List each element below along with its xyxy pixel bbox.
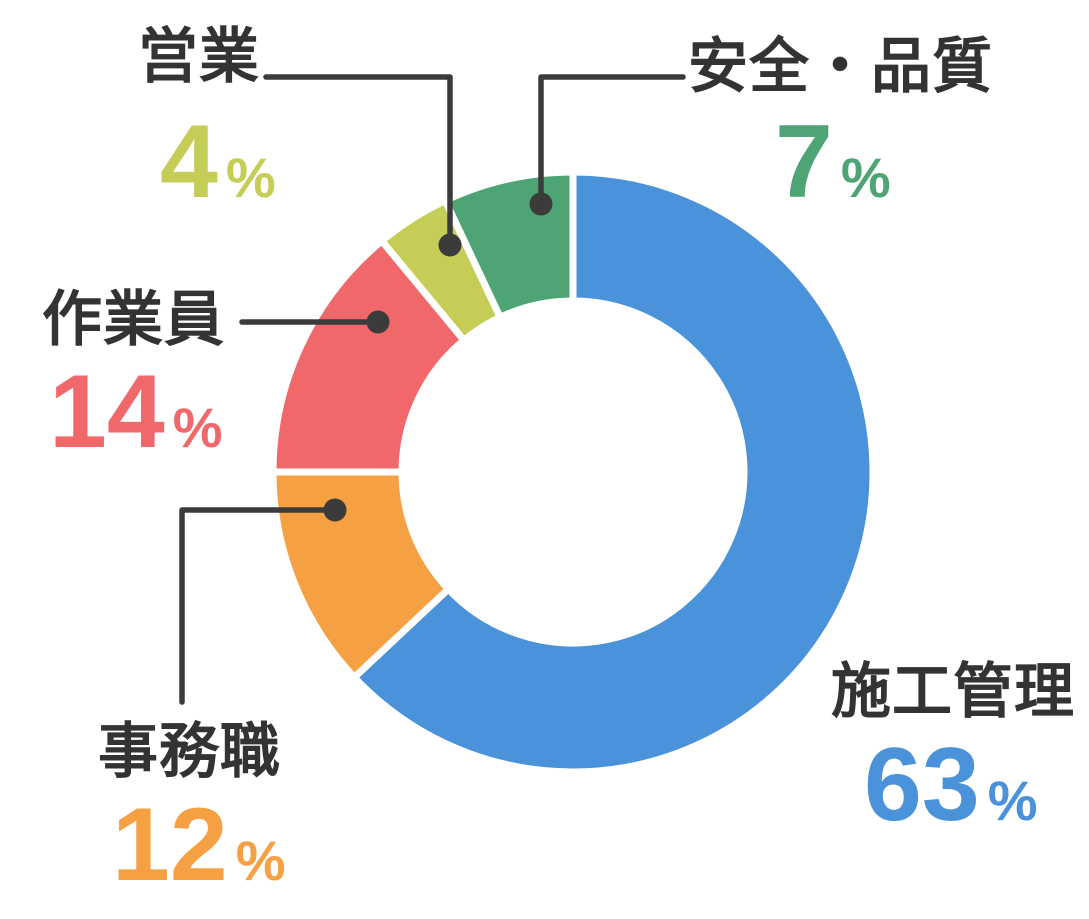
value-safety-quality-number: 7 [775,104,833,220]
leader-line-clerical [179,507,338,705]
value-construction-management-percent-sign: % [987,769,1038,832]
value-sales-percent-sign: % [225,146,276,209]
leader-dot-clerical [323,498,347,522]
value-clerical: 12 % [112,793,285,897]
label-clerical: 事務職 [98,718,281,785]
value-sales-number: 4 [160,104,218,220]
value-safety-quality: 7 % [775,110,891,214]
value-sales: 4 % [160,110,276,214]
value-clerical-percent-sign: % [235,829,286,892]
label-sales: 営業 [138,23,260,90]
leader-dot-sales [438,233,462,257]
callout-clerical [179,498,347,705]
value-construction-management-number: 63 [864,727,980,843]
label-safety-quality: 安全・品質 [688,33,993,100]
callout-worker [239,310,390,334]
donut-slice-worker [269,235,469,476]
label-worker: 作業員 [42,286,225,353]
donut-slices [269,168,877,776]
donut-slice-construction-management [349,168,877,776]
value-safety-quality-percent-sign: % [840,146,891,209]
callout-safety-quality [529,74,686,216]
leader-line-safety-quality [538,74,686,207]
value-worker-percent-sign: % [172,396,223,459]
leader-dot-worker [366,310,390,334]
leader-dot-safety-quality [529,192,553,216]
value-worker-number: 14 [49,354,165,470]
label-construction-management: 施工管理 [831,658,1075,725]
leader-line-sales [263,74,453,248]
value-worker: 14 % [49,360,222,464]
callout-sales [263,74,462,257]
value-clerical-number: 12 [112,787,228,903]
value-construction-management: 63 % [864,733,1037,837]
